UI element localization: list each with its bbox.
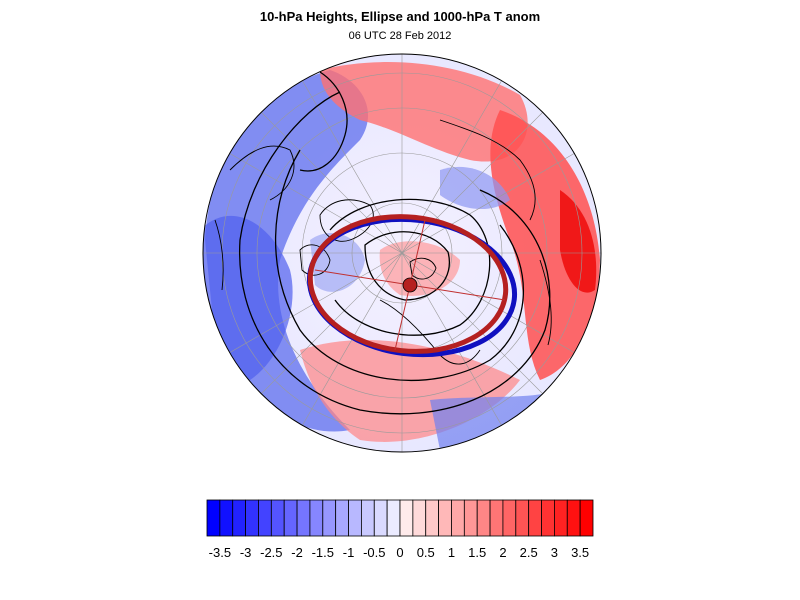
- colorbar-box: [373, 499, 388, 537]
- chart-subtitle: 06 UTC 28 Feb 2012: [348, 30, 452, 42]
- colorbar-box: [245, 499, 259, 537]
- colorbar-box: [541, 499, 555, 537]
- colorbar-tick-label: -3.5: [209, 545, 231, 560]
- colorbar-box: [463, 499, 478, 537]
- colorbar-tick-label: -3: [240, 545, 252, 560]
- colorbar-box: [283, 499, 298, 537]
- colorbar-box: [348, 499, 362, 537]
- height-contour-mid: [274, 149, 525, 382]
- cold-anomaly-northeast: [440, 166, 510, 210]
- colorbar-tick-label: 2: [499, 545, 506, 560]
- colorbar-box: [579, 499, 594, 537]
- colorbar-box: [425, 499, 440, 537]
- height-contour-core: [364, 231, 450, 301]
- colorbar-box: [206, 499, 221, 537]
- colorbar-box: [554, 499, 568, 537]
- vortex-ellipse-red: [307, 214, 509, 354]
- height-contour-outer: [238, 91, 551, 415]
- colorbar-tick-label: -2: [291, 545, 303, 560]
- colorbar-tick-label: 3: [551, 545, 558, 560]
- colorbar-box: [258, 499, 272, 537]
- colorbar-box: [232, 499, 246, 537]
- colorbar-box: [451, 499, 465, 537]
- chart-title: 10-hPa Heights, Ellipse and 1000-hPa T a…: [259, 9, 541, 24]
- height-contour-north-loop: [299, 71, 348, 172]
- temperature-anomaly-field: [203, 62, 600, 450]
- colorbar-tick-label: -0.5: [363, 545, 385, 560]
- colorbar-box: [438, 499, 452, 537]
- colorbar-box: [476, 499, 491, 537]
- globe-outline: [202, 53, 602, 453]
- colorbar-tick-label: 2.5: [520, 545, 538, 560]
- height-contour-inner: [329, 198, 491, 336]
- height-contours: [238, 71, 551, 415]
- colorbar-tick-label: -1.5: [312, 545, 334, 560]
- colorbar-box: [412, 499, 427, 537]
- colorbar-box: [335, 499, 349, 537]
- colorbar-tick-label: 0.5: [417, 545, 435, 560]
- colorbar-tick-label: 0: [396, 545, 403, 560]
- colorbar-box: [515, 499, 530, 537]
- warm-anomaly-far-east: [560, 190, 597, 293]
- colorbar-box: [528, 499, 542, 537]
- colorbar-labels: -3.5 -3 -2.5 -2 -1.5 -1 -0.5 0 0.5 1 1.5 2 2.5 3 3.5: [209, 545, 590, 560]
- colorbar-box: [386, 499, 401, 537]
- colorbar-boxes: [206, 499, 594, 537]
- colorbar-box: [322, 499, 337, 537]
- colorbar-box: [399, 499, 414, 537]
- colorbar-tick-label: 1.5: [468, 545, 486, 560]
- colorbar-tick-label: 1: [448, 545, 455, 560]
- colorbar-box: [566, 499, 581, 537]
- colorbar-box: [489, 499, 504, 537]
- cold-anomaly-southeast: [430, 390, 560, 450]
- colorbar-tick-label: -2.5: [260, 545, 282, 560]
- colorbar-box: [296, 499, 311, 537]
- colorbar-box: [309, 499, 324, 537]
- warm-anomaly-north: [320, 62, 528, 162]
- colorbar-box: [219, 499, 234, 537]
- colorbar-box: [270, 499, 285, 537]
- colorbar-box: [360, 499, 375, 537]
- colorbar-tick-label: -1: [343, 545, 355, 560]
- colorbar-tick-label: 3.5: [571, 545, 589, 560]
- vortex-center-marker: [402, 277, 418, 293]
- warm-anomaly-east: [490, 110, 600, 380]
- colorbar-box: [502, 499, 517, 537]
